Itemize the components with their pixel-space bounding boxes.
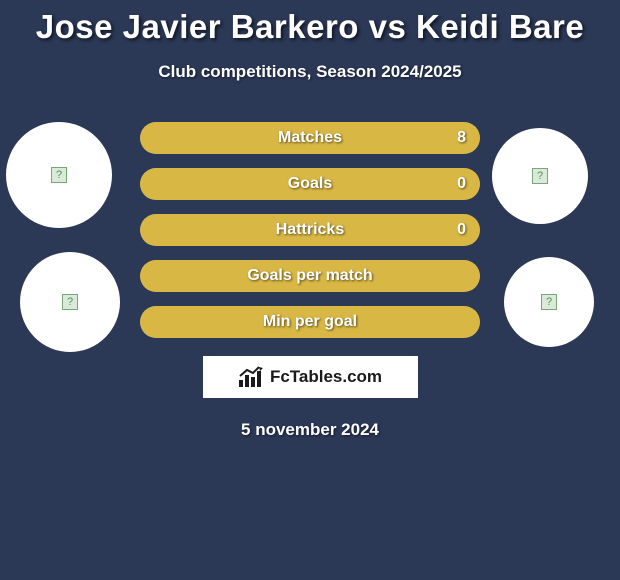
player1-avatar-bottom: ? — [20, 252, 120, 352]
stat-row: Hattricks 0 — [140, 214, 480, 246]
stat-row: Min per goal — [140, 306, 480, 338]
stat-label: Min per goal — [263, 313, 357, 331]
stat-label: Goals per match — [247, 267, 372, 285]
brand-chart-icon — [238, 366, 264, 388]
player2-avatar-top: ? — [492, 128, 588, 224]
image-placeholder-icon: ? — [62, 294, 78, 310]
stat-label: Matches — [278, 129, 342, 147]
player1-avatar-top: ? — [6, 122, 112, 228]
stat-label: Goals — [288, 175, 332, 193]
image-placeholder-icon: ? — [541, 294, 557, 310]
stat-right-value: 0 — [457, 221, 466, 239]
page-title: Jose Javier Barkero vs Keidi Bare — [0, 0, 620, 46]
stat-row: Goals 0 — [140, 168, 480, 200]
image-placeholder-icon: ? — [532, 168, 548, 184]
player2-avatar-bottom: ? — [504, 257, 594, 347]
stat-right-value: 8 — [457, 129, 466, 147]
stat-right-value: 0 — [457, 175, 466, 193]
stats-container: Matches 8 Goals 0 Hattricks 0 Goals per match M… — [140, 122, 480, 338]
stat-label: Hattricks — [276, 221, 344, 239]
brand-box[interactable]: FcTables.com — [203, 356, 418, 398]
stat-row: Goals per match — [140, 260, 480, 292]
date-label: 5 november 2024 — [0, 420, 620, 440]
image-placeholder-icon: ? — [51, 167, 67, 183]
stat-row: Matches 8 — [140, 122, 480, 154]
brand-label: FcTables.com — [270, 367, 382, 387]
subtitle: Club competitions, Season 2024/2025 — [0, 62, 620, 82]
